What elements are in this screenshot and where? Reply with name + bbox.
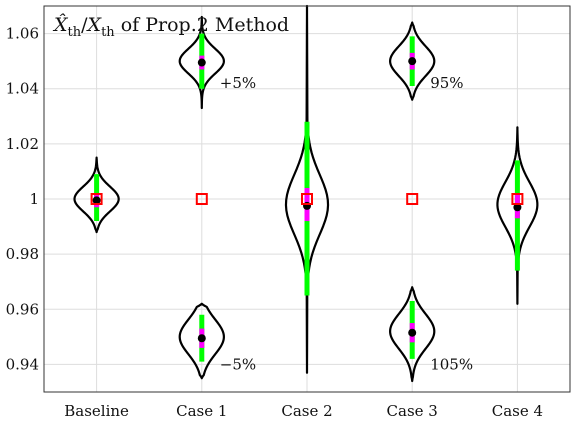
- title-math-numerator: X̂: [52, 14, 69, 36]
- annotation-3: 105%: [430, 355, 473, 373]
- axes: [43, 5, 571, 393]
- median-point: [513, 203, 522, 212]
- violin-outline: [73, 156, 120, 234]
- x-tick-label: Case 4: [492, 402, 543, 420]
- median-point: [92, 196, 101, 205]
- title-math-numerator-sub: th: [68, 25, 82, 40]
- plot-frame: [43, 5, 571, 393]
- y-tick-label: 1: [29, 190, 39, 208]
- violin-outline: [389, 21, 436, 101]
- violin-case-3-4: [389, 21, 436, 101]
- violin-case-3-5: [389, 286, 436, 383]
- median-point: [408, 57, 417, 66]
- reference-markers: [90, 193, 524, 205]
- violin-baseline-0: [73, 156, 120, 234]
- reference-marker-0: [90, 193, 103, 205]
- y-tick-labels: 0.94 0.96 0.98 1 1.02 1.04 1.06: [6, 25, 39, 374]
- y-tick-label: 1.02: [6, 135, 39, 153]
- title-text: of Prop.2 Method: [115, 14, 289, 36]
- title-math-denominator-sub: th: [101, 25, 115, 40]
- title-math-denominator: X: [86, 14, 103, 36]
- reference-marker-3: [406, 193, 419, 205]
- violin-outline: [389, 286, 436, 383]
- annotation-1: −5%: [220, 355, 256, 373]
- median-point: [408, 328, 417, 337]
- reference-marker-2: [301, 193, 313, 205]
- median-point: [197, 58, 206, 67]
- violin-case-1-2: [178, 302, 225, 380]
- annotation-2: 95%: [430, 74, 463, 92]
- reference-marker-4: [511, 193, 524, 205]
- x-tick-label: Case 3: [387, 402, 438, 420]
- x-tick-label: Baseline: [64, 402, 129, 420]
- violin-outline: [496, 126, 539, 305]
- x-tick-label: Case 1: [176, 402, 227, 420]
- x-tick-labels: Baseline Case 1 Case 2 Case 3 Case 4: [64, 402, 543, 420]
- reference-marker-1: [195, 193, 208, 205]
- y-tick-label: 0.94: [6, 355, 39, 373]
- annotations: +5% −5% 95% 105%: [220, 74, 473, 373]
- median-point: [197, 334, 206, 343]
- violin-case-1-1: [178, 15, 225, 110]
- violin-outline: [178, 15, 225, 110]
- violin-case-4-6: [496, 126, 539, 305]
- y-tick-label: 1.06: [6, 25, 39, 43]
- y-tick-label: 0.96: [6, 300, 39, 318]
- violin-outline: [178, 302, 225, 380]
- y-tick-label: 1.04: [6, 80, 39, 98]
- annotation-0: +5%: [220, 74, 256, 92]
- x-tick-label: Case 2: [281, 402, 332, 420]
- title-math-slash: /: [81, 14, 88, 36]
- y-tick-label: 0.98: [6, 245, 39, 263]
- chart-title: X̂th/Xth of Prop.2 Method: [52, 14, 289, 40]
